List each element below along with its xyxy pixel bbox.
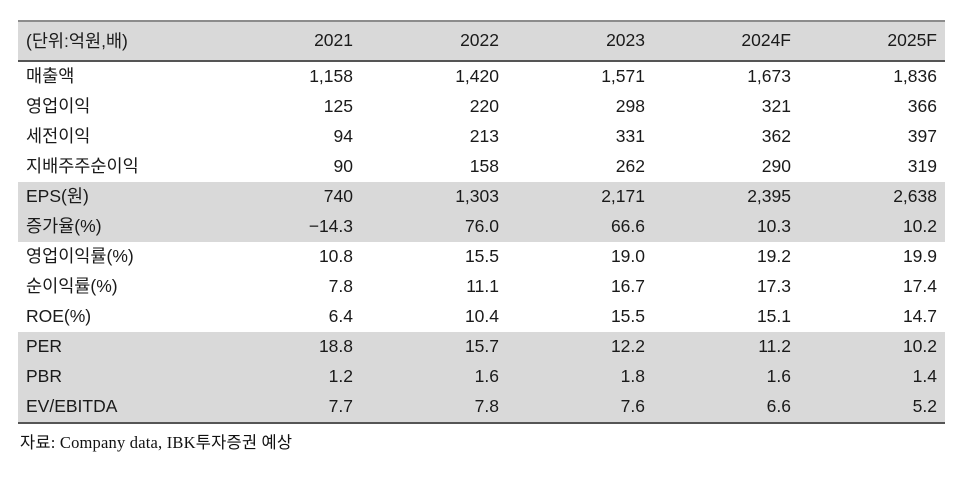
- row-label: 지배주주순이익: [26, 156, 139, 176]
- cell-value: 1.6: [766, 366, 791, 386]
- cell-value: 17.3: [756, 276, 791, 296]
- cell-value: 2,395: [747, 186, 791, 206]
- cell-value: 94: [333, 126, 353, 146]
- cell-value: 6.6: [653, 392, 799, 424]
- table-row-net-margin: 순이익률(%) 7.8 11.1 16.7 17.3 17.4: [18, 272, 945, 302]
- cell-value: 15.5: [610, 306, 645, 326]
- cell-value: 220: [469, 96, 499, 116]
- row-label: PBR: [26, 366, 62, 386]
- table-row-roe: ROE(%) 6.4 10.4 15.5 15.1 14.7: [18, 302, 945, 332]
- column-header-2022: 2022: [361, 20, 507, 62]
- cell-value: 1.8: [620, 366, 645, 386]
- financial-summary-table: (단위:억원,배) 2021 2022 2023 2024F 2025F 매출액…: [18, 20, 945, 424]
- cell-value: 125: [323, 96, 353, 116]
- table-row-eps: EPS(원) 740 1,303 2,171 2,395 2,638: [18, 182, 945, 212]
- cell-value: 10.8: [318, 246, 353, 266]
- cell-value: 740: [323, 186, 353, 206]
- cell-value: 1,673: [747, 66, 791, 86]
- cell-value: 11.2: [758, 336, 791, 356]
- cell-value: 158: [469, 156, 499, 176]
- cell-value: 1.2: [328, 366, 353, 386]
- cell-value: 2,638: [893, 186, 937, 206]
- cell-value: 76.0: [464, 216, 499, 236]
- cell-value: 16.7: [610, 276, 645, 296]
- table-row-revenue: 매출액 1,158 1,420 1,571 1,673 1,836: [18, 61, 945, 92]
- cell-value: 18.8: [318, 336, 353, 356]
- table-row-net-profit: 지배주주순이익 90 158 262 290 319: [18, 152, 945, 182]
- cell-value: 1,836: [893, 66, 937, 86]
- column-header-2024f: 2024F: [653, 20, 799, 62]
- table-row-growth-rate: 증가율(%) −14.3 76.0 66.6 10.3 10.2: [18, 212, 945, 242]
- cell-value: 7.6: [507, 392, 653, 424]
- row-label: 순이익률(%): [26, 276, 118, 296]
- row-label: ROE(%): [26, 306, 92, 326]
- column-header-2025f: 2025F: [799, 20, 945, 62]
- row-label: 영업이익: [26, 96, 91, 116]
- column-header-2023: 2023: [507, 20, 653, 62]
- cell-value: 397: [907, 126, 937, 146]
- cell-value: 90: [333, 156, 353, 176]
- cell-value: 7.8: [361, 392, 507, 424]
- row-label: PER: [26, 336, 62, 356]
- cell-value: 15.7: [464, 336, 499, 356]
- cell-value: 19.0: [610, 246, 645, 266]
- table-header-row: (단위:억원,배) 2021 2022 2023 2024F 2025F: [18, 20, 945, 62]
- cell-value: 7.8: [328, 276, 353, 296]
- financial-summary: (단위:억원,배) 2021 2022 2023 2024F 2025F 매출액…: [18, 20, 945, 453]
- row-label: 영업이익률(%): [26, 246, 134, 266]
- row-label: EPS(원): [26, 186, 89, 206]
- cell-value: 1.4: [912, 366, 937, 386]
- cell-value: 7.7: [215, 392, 361, 424]
- cell-value: 290: [761, 156, 791, 176]
- cell-value: 10.3: [756, 216, 791, 236]
- cell-value: 331: [615, 126, 645, 146]
- cell-value: 1,158: [309, 66, 353, 86]
- table-row-operating-profit: 영업이익 125 220 298 321 366: [18, 92, 945, 122]
- table-row-operating-margin: 영업이익률(%) 10.8 15.5 19.0 19.2 19.9: [18, 242, 945, 272]
- cell-value: 10.2: [902, 336, 937, 356]
- cell-value: 12.2: [610, 336, 645, 356]
- cell-value: 5.2: [799, 392, 945, 424]
- cell-value: 19.2: [756, 246, 791, 266]
- cell-value: 366: [907, 96, 937, 116]
- table-row-ev-ebitda: EV/EBITDA 7.7 7.8 7.6 6.6 5.2: [18, 392, 945, 424]
- cell-value: 1,303: [455, 186, 499, 206]
- table-row-pretax-profit: 세전이익 94 213 331 362 397: [18, 122, 945, 152]
- cell-value: 2,171: [601, 186, 645, 206]
- cell-value: 321: [761, 96, 791, 116]
- column-header-2021: 2021: [215, 20, 361, 62]
- cell-value: 319: [907, 156, 937, 176]
- cell-value: 1,420: [455, 66, 499, 86]
- cell-value: 262: [615, 156, 645, 176]
- table-row-pbr: PBR 1.2 1.6 1.8 1.6 1.4: [18, 362, 945, 392]
- cell-value: 10.4: [464, 306, 499, 326]
- cell-value: 10.2: [902, 216, 937, 236]
- unit-label: (단위:억원,배): [18, 20, 215, 62]
- cell-value: 213: [469, 126, 499, 146]
- cell-value: 1.6: [474, 366, 499, 386]
- cell-value: 1,571: [601, 66, 645, 86]
- source-note: 자료: Company data, IBK투자증권 예상: [20, 433, 293, 452]
- cell-value: 11.1: [466, 276, 499, 296]
- row-label: 매출액: [26, 66, 75, 86]
- cell-value: 66.6: [610, 216, 645, 236]
- cell-value: 362: [761, 126, 791, 146]
- cell-value: 19.9: [902, 246, 937, 266]
- table-row-per: PER 18.8 15.7 12.2 11.2 10.2: [18, 332, 945, 362]
- row-label: 세전이익: [26, 126, 91, 146]
- cell-value: 298: [615, 96, 645, 116]
- row-label: 증가율(%): [26, 216, 102, 236]
- cell-value: 14.7: [902, 306, 937, 326]
- cell-value: 15.1: [756, 306, 791, 326]
- cell-value: 15.5: [464, 246, 499, 266]
- cell-value: 6.4: [328, 306, 353, 326]
- cell-value: 17.4: [902, 276, 937, 296]
- cell-value: −14.3: [308, 216, 353, 236]
- row-label: EV/EBITDA: [18, 392, 215, 424]
